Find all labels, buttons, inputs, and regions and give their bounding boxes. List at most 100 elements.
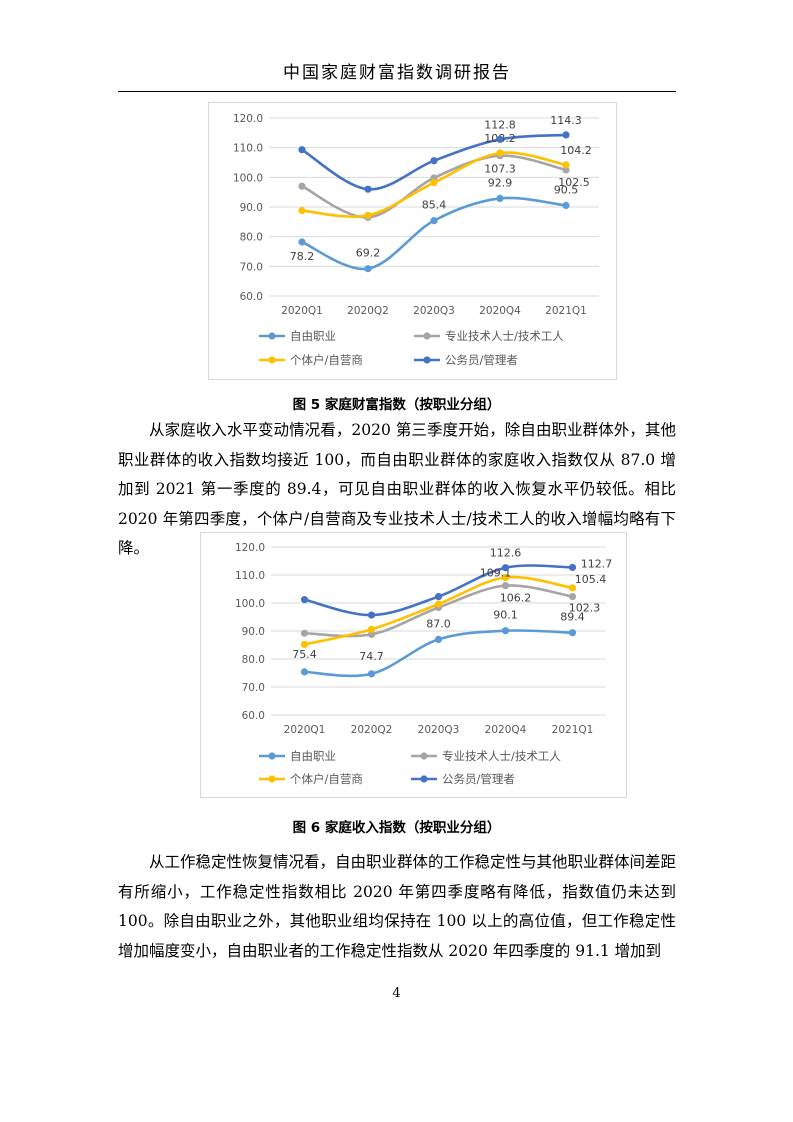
x-tick-label: 2020Q3 [418,724,460,736]
data-point [568,629,577,637]
data-label: 105.4 [575,573,607,586]
data-point [562,161,570,169]
legend-label: 个体户/自营商 [290,353,363,367]
header-divider [118,91,676,92]
y-tick-label: 110.0 [235,570,265,582]
data-label: 112.8 [484,118,516,131]
data-label: 102.5 [558,176,590,189]
data-point [496,135,504,143]
data-label: 75.4 [292,648,317,661]
figure6-caption: 图 6 家庭收入指数（按职业分组） [292,820,501,836]
legend-marker [268,332,276,340]
data-point [562,201,570,210]
data-label: 102.3 [569,602,601,615]
figure6-svg: 60.0 70.0 80.0 90.0 100.0 110.0 120.0 2020Q1 202… [235,542,613,786]
legend-marker [268,356,276,364]
data-point [364,265,372,273]
data-point [430,217,438,225]
figure5-chart: 60.0 70.0 80.0 90.0 100.0 110.0 120.0 2020Q1 202… [208,102,617,380]
data-point [298,238,306,246]
x-tick-label: 2020Q1 [281,305,323,317]
legend-marker [420,752,428,760]
data-point [562,131,570,139]
legend-label: 专业技术人士/技术工人 [442,749,561,763]
figure5-caption: 图 5 家庭财富指数（按职业分组） [292,397,501,413]
data-label: 114.3 [550,114,582,127]
x-tick-label: 2020Q4 [479,305,521,317]
data-label: 107.3 [484,163,516,176]
legend-label: 个体户/自营商 [290,772,363,786]
y-tick-label: 90.0 [240,202,263,214]
figure5-svg: 60.0 70.0 80.0 90.0 100.0 110.0 120.0 2020Q1 202… [233,113,599,367]
data-point [367,670,376,678]
data-point [434,635,443,643]
y-tick-label: 120.0 [235,542,265,554]
data-point [300,596,309,604]
paragraph-stability: 从工作稳定性恢复情况看，自由职业群体的工作稳定性与其他职业群体间差距有所缩小，工… [118,853,677,960]
data-label: 106.2 [500,592,532,605]
data-label: 92.9 [488,176,513,189]
data-label: 104.2 [560,144,592,157]
data-label: 69.2 [356,247,381,260]
data-point [562,166,570,174]
y-tick-label: 80.0 [242,654,265,666]
data-point [568,563,577,572]
data-label: 90.5 [554,184,579,197]
x-tick-label: 2020Q2 [347,305,389,317]
data-point [364,211,372,219]
x-tick-label: 2020Q3 [413,305,455,317]
y-tick-label: 90.0 [242,626,265,638]
legend-marker [423,356,431,364]
data-point [434,600,443,608]
data-point [501,564,510,572]
data-point [367,611,376,619]
data-point [300,640,309,649]
x-tick-label: 2020Q1 [284,724,326,736]
data-point [434,592,443,601]
data-label: 89.4 [560,611,585,624]
data-label: 112.6 [490,547,522,560]
page-header-title: 中国家庭财富指数调研报告 [283,63,511,83]
data-point [496,149,504,157]
data-point [496,194,504,202]
legend-label: 公务员/管理者 [445,353,518,367]
y-tick-label: 120.0 [233,113,263,125]
legend-marker [268,775,276,783]
legend-marker [423,332,431,340]
data-point [298,206,306,215]
y-tick-label: 60.0 [242,710,265,722]
legend-label: 自由职业 [290,749,336,763]
data-point [430,179,438,187]
page-number: 4 [392,986,401,1001]
x-tick-label: 2020Q2 [351,724,393,736]
paragraph-income: 从家庭收入水平变动情况看，2020 第三季度开始，除自由职业群体外，其他职业群体… [118,421,676,557]
y-tick-label: 100.0 [235,598,265,610]
data-point [430,157,438,165]
data-label: 85.4 [422,199,447,212]
data-label: 74.7 [359,650,384,663]
y-tick-label: 70.0 [242,682,265,694]
legend-label: 专业技术人士/技术工人 [445,329,564,343]
y-tick-label: 80.0 [240,232,263,244]
data-point [501,627,510,635]
legend-label: 自由职业 [290,329,336,343]
data-label: 112.7 [581,557,613,570]
figure6-chart: 60.0 70.0 80.0 90.0 100.0 110.0 120.0 2020Q1 202… [200,532,627,798]
legend-marker [268,752,276,760]
y-tick-label: 60.0 [240,291,263,303]
x-tick-label: 2021Q1 [545,305,587,317]
y-tick-label: 70.0 [240,261,263,273]
data-label: 90.1 [493,609,518,622]
data-point [367,625,376,633]
data-point [568,584,577,592]
data-point [501,582,510,590]
legend-label: 公务员/管理者 [442,772,515,786]
data-point [298,182,306,190]
data-label: 78.2 [290,250,315,263]
data-point [568,592,577,601]
y-tick-label: 110.0 [233,143,263,155]
x-tick-label: 2021Q1 [552,724,594,736]
data-point [367,630,376,638]
data-point [298,146,306,154]
data-label: 87.0 [426,617,451,630]
